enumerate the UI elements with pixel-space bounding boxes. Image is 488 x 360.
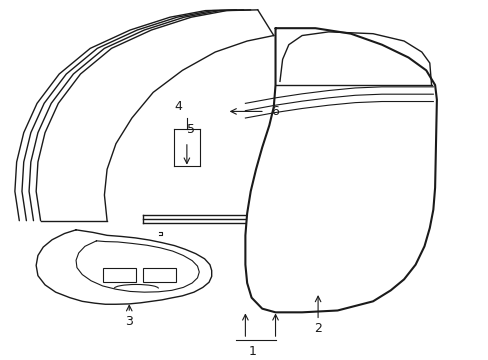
- Polygon shape: [36, 230, 211, 304]
- Text: 2: 2: [313, 322, 322, 335]
- Text: 4: 4: [174, 99, 182, 113]
- Text: 6: 6: [270, 105, 278, 118]
- Text: 1: 1: [248, 345, 256, 357]
- Text: 3: 3: [125, 315, 133, 328]
- Text: 5: 5: [187, 123, 195, 136]
